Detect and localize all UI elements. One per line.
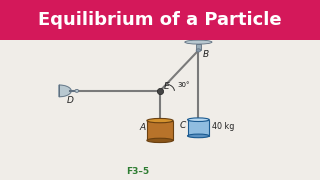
Polygon shape: [59, 85, 71, 97]
Text: D: D: [67, 96, 74, 105]
Ellipse shape: [188, 134, 209, 138]
Ellipse shape: [147, 138, 173, 143]
FancyBboxPatch shape: [196, 44, 201, 50]
Text: 30°: 30°: [178, 82, 190, 88]
Ellipse shape: [185, 40, 212, 44]
Ellipse shape: [188, 118, 209, 122]
FancyBboxPatch shape: [188, 120, 209, 136]
Text: E: E: [164, 82, 170, 91]
FancyBboxPatch shape: [0, 0, 320, 40]
Text: B: B: [202, 50, 209, 59]
Text: A: A: [139, 123, 146, 132]
FancyBboxPatch shape: [147, 121, 173, 140]
Text: C: C: [179, 122, 186, 130]
Ellipse shape: [196, 49, 201, 52]
Text: 40 kg: 40 kg: [212, 122, 234, 131]
Text: F3–5: F3–5: [126, 167, 149, 176]
Ellipse shape: [75, 89, 79, 92]
Ellipse shape: [147, 118, 173, 123]
Text: Equilibrium of a Particle: Equilibrium of a Particle: [38, 11, 282, 29]
